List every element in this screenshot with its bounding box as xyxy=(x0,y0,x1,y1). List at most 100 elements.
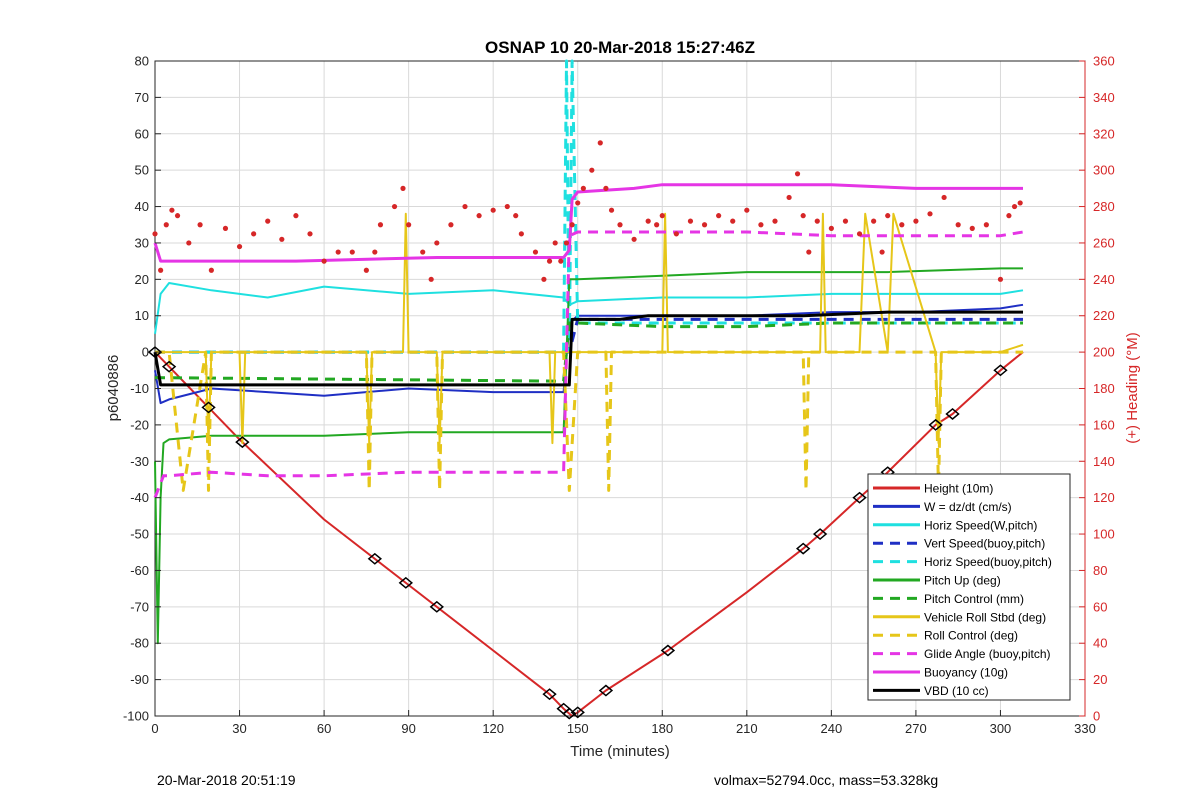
heading-point xyxy=(169,207,175,213)
heading-point xyxy=(400,185,406,191)
heading-point xyxy=(490,207,496,213)
heading-point xyxy=(504,203,510,210)
heading-point xyxy=(349,249,355,255)
height-marker xyxy=(993,364,1008,377)
x-tick-label: 150 xyxy=(567,721,589,736)
y2-tick-label: 260 xyxy=(1093,235,1115,250)
heading-point xyxy=(899,222,905,228)
footer-volmax-mass: volmax=52794.0cc, mass=53.328kg xyxy=(714,772,939,788)
height-marker xyxy=(429,600,444,613)
y-tick-label: -20 xyxy=(130,417,149,432)
y2-tick-label: 40 xyxy=(1093,636,1107,651)
series-pitch-up-deg xyxy=(154,267,1023,645)
y-tick-label: -100 xyxy=(123,709,149,724)
heading-point xyxy=(941,194,947,201)
heading-point xyxy=(321,258,327,264)
y-tick-label: 80 xyxy=(135,54,149,69)
heading-point xyxy=(842,218,849,224)
series-glide-angle-buoy-pitch xyxy=(153,230,1024,499)
heading-point xyxy=(913,218,919,224)
heading-point xyxy=(208,267,214,273)
heading-point xyxy=(597,140,603,146)
heading-point xyxy=(158,267,164,273)
legend-label-pitch-up-deg: Pitch Up (deg) xyxy=(924,574,1001,588)
heading-point xyxy=(448,222,454,228)
height-marker xyxy=(812,528,828,541)
heading-point xyxy=(744,207,750,213)
heading-point xyxy=(391,203,398,210)
heading-point xyxy=(1011,203,1018,210)
heading-point xyxy=(563,240,570,246)
y2-tick-label: 20 xyxy=(1093,672,1107,687)
heading-point xyxy=(546,258,553,264)
heading-point xyxy=(197,222,203,228)
heading-point xyxy=(589,167,595,173)
y2-tick-label: 80 xyxy=(1093,563,1107,578)
legend-label-height-10m: Height (10m) xyxy=(924,482,993,496)
heading-point xyxy=(800,213,806,219)
heading-point xyxy=(293,213,299,219)
y2-tick-label: 340 xyxy=(1093,90,1115,105)
heading-point xyxy=(814,218,820,224)
y2-tick-label: 280 xyxy=(1093,199,1115,214)
height-marker xyxy=(598,684,614,697)
y2-tick-label: 60 xyxy=(1093,599,1107,614)
height-marker xyxy=(570,706,585,719)
heading-point xyxy=(758,222,764,228)
heading-point xyxy=(186,240,192,246)
footer-timestamp: 20-Mar-2018 20:51:19 xyxy=(157,772,296,788)
y2-tick-label: 220 xyxy=(1093,308,1115,323)
heading-point xyxy=(174,213,181,219)
heading-point xyxy=(552,240,558,246)
x-axis-label: Time (minutes) xyxy=(570,743,669,760)
heading-point xyxy=(434,240,440,246)
height-marker xyxy=(201,401,216,414)
legend-box xyxy=(867,473,1071,701)
y-tick-label: -90 xyxy=(130,672,149,687)
heading-point xyxy=(532,249,539,255)
marker-layer xyxy=(147,346,1008,720)
heading-point xyxy=(1006,213,1012,219)
legend-label-horiz-speed-w-pitch: Horiz Speed(W,pitch) xyxy=(924,518,1037,532)
heading-point xyxy=(673,231,679,237)
heading-point xyxy=(885,213,891,219)
heading-point xyxy=(558,258,564,264)
y-tick-label: -70 xyxy=(130,599,149,614)
y-tick-label: 30 xyxy=(135,235,149,250)
y2-tick-label: 240 xyxy=(1093,272,1115,287)
y2-tick-label: 300 xyxy=(1093,163,1115,178)
y-tick-label: 20 xyxy=(135,272,149,287)
heading-point xyxy=(569,222,575,228)
legend-label-pitch-control-mm: Pitch Control (mm) xyxy=(924,592,1024,606)
x-tick-label: 240 xyxy=(821,721,843,736)
heading-point xyxy=(871,218,877,224)
heading-point xyxy=(786,194,792,201)
heading-point xyxy=(879,249,885,255)
series-vbd-10-cc xyxy=(153,310,1023,387)
legend-label-vbd-10-cc: VBD (10 cc) xyxy=(924,684,989,698)
heading-point xyxy=(222,225,229,231)
y-tick-label: -80 xyxy=(130,636,149,651)
heading-point xyxy=(631,236,637,242)
heading-point xyxy=(687,218,694,224)
y-axis-label: p6040886 xyxy=(105,355,122,422)
heading-point xyxy=(1017,200,1023,206)
height-marker xyxy=(660,644,676,657)
heading-point xyxy=(575,200,581,206)
heading-point xyxy=(617,222,623,228)
heading-point xyxy=(716,213,722,219)
y-tick-label: -40 xyxy=(130,490,149,505)
x-tick-label: 330 xyxy=(1074,721,1096,736)
x-tick-label: 270 xyxy=(905,721,927,736)
height-marker xyxy=(928,418,943,431)
heading-point xyxy=(794,171,801,177)
legend-label-glide-angle-buoy-pitch: Glide Angle (buoy,pitch) xyxy=(924,647,1051,661)
x-tick-label: 90 xyxy=(401,721,415,736)
x-tick-label: 0 xyxy=(151,721,158,736)
legend-label-vehicle-roll-stbd-deg: Vehicle Roll Stbd (deg) xyxy=(924,610,1046,624)
y-tick-label: 50 xyxy=(135,163,149,178)
height-marker xyxy=(562,707,577,720)
y-tick-label: 0 xyxy=(142,345,149,360)
heading-point xyxy=(701,222,708,228)
